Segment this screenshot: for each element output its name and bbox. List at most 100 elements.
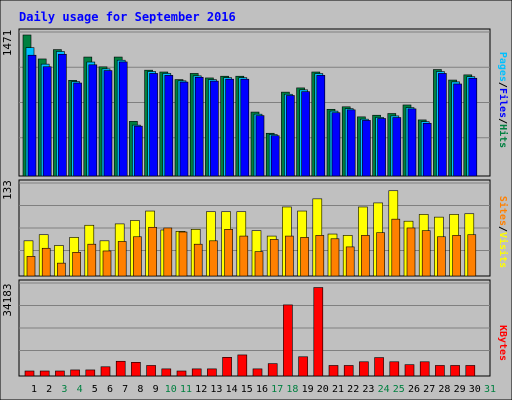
mid-bar-sites-17: [269, 239, 279, 277]
day-label-10: 10: [165, 384, 177, 395]
bot-bar-kbytes-8: [131, 362, 141, 377]
top-bar-files-23: [362, 120, 371, 177]
top-bar-files-16: [255, 115, 265, 177]
top-legend-files: Files: [497, 88, 509, 118]
day-label-21: 21: [332, 384, 344, 395]
mid-bar-sites-7: [117, 241, 127, 277]
mid-bar-sites-14: [224, 229, 233, 277]
top-bar-files-17: [270, 135, 280, 177]
top-legend: Pages/Files/Hits: [497, 52, 509, 148]
top-legend-separator: /: [497, 82, 508, 88]
day-label-7: 7: [122, 384, 128, 395]
day-label-16: 16: [256, 384, 268, 395]
mid-bar-sites-29: [452, 235, 461, 277]
mid-bar-sites-23: [361, 235, 370, 277]
mid-bar-sites-10: [163, 227, 173, 277]
day-label-20: 20: [317, 384, 329, 395]
top-bar-files-15: [240, 78, 250, 177]
bot-bar-kbytes-3: [55, 370, 65, 377]
bot-bar-kbytes-19: [298, 356, 308, 377]
top-bar-files-19: [301, 91, 310, 177]
day-label-14: 14: [226, 384, 238, 395]
bot-bar-kbytes-16: [252, 368, 263, 377]
mid-bar-sites-15: [239, 235, 249, 277]
day-labels: 1 2 3 4 5 6 7 8 9 10 11 12 13 14 15 16 17 18 19 20 21 22 23 24 2…: [31, 384, 496, 395]
mid-legend-visits: Visits: [497, 232, 509, 268]
mid-bar-sites-8: [133, 236, 142, 277]
mid-bar-sites-5: [87, 243, 97, 277]
bot-bar-kbytes-27: [419, 361, 430, 377]
day-label-23: 23: [362, 384, 374, 395]
top-bar-files-7: [118, 61, 128, 177]
day-label-30: 30: [469, 384, 481, 395]
bot-bar-kbytes-15: [237, 354, 248, 377]
top-bar-files-18: [286, 95, 295, 177]
bot-bar-kbytes-6: [100, 366, 111, 377]
day-label-12: 12: [195, 384, 207, 395]
top-bar-files-2: [42, 66, 52, 177]
bot-bar-kbytes-14: [222, 357, 232, 377]
mid-bar-sites-21: [330, 238, 340, 277]
top-bar-files-27: [422, 122, 432, 177]
mid-bar-sites-12: [193, 243, 203, 277]
day-label-9: 9: [153, 384, 159, 395]
mid-legend: Sites/Visits: [497, 196, 509, 268]
bot-bar-kbytes-22: [343, 365, 354, 377]
mid-bar-sites-13: [209, 240, 218, 277]
bot-bar-kbytes-29: [450, 365, 460, 377]
bot-bar-kbytes-11: [176, 370, 187, 377]
mid-bar-sites-4: [72, 252, 81, 277]
top-bar-files-24: [377, 118, 386, 177]
day-label-4: 4: [77, 384, 83, 395]
hits-files-pages-panel: 1471: [1, 28, 491, 177]
mid-bar-sites-1: [26, 256, 36, 277]
bot-bar-kbytes-20: [313, 287, 324, 377]
top-bar-files-6: [103, 70, 113, 177]
bot-bar-kbytes-9: [146, 365, 156, 377]
day-label-29: 29: [454, 384, 466, 395]
mid-bar-sites-24: [376, 232, 385, 277]
bot-bar-kbytes-10: [161, 368, 172, 377]
visits-sites-panel: 133: [1, 179, 491, 277]
top-bar-files-12: [194, 76, 204, 177]
bot-legend-kbytes: KBytes: [497, 325, 508, 361]
top-bar-files-13: [210, 80, 219, 177]
top-legend-pages: Pages: [497, 52, 508, 82]
kbytes-panel: 34183: [1, 279, 491, 377]
bot-bar-kbytes-23: [359, 361, 369, 377]
bot-bar-kbytes-17: [267, 363, 278, 377]
top-bar-files-29: [453, 83, 462, 177]
top-bar-files-22: [346, 109, 356, 177]
bot-bar-kbytes-18: [283, 304, 293, 377]
top-legend-hits: Hits: [497, 124, 509, 148]
day-label-13: 13: [210, 384, 222, 395]
mid-bar-sites-3: [57, 262, 66, 277]
chart-title: Daily usage for September 2016: [19, 10, 236, 24]
top-bar-files-20: [316, 75, 326, 177]
bot-bar-kbytes-12: [191, 368, 202, 377]
mid-bar-sites-22: [345, 246, 355, 277]
top-bar-files-3: [58, 53, 67, 177]
bot-bar-kbytes-1: [24, 370, 35, 377]
mid-bar-sites-30: [467, 234, 477, 277]
mid-legend-separator: /: [497, 226, 508, 232]
top-ymax-label: 1471: [1, 30, 14, 57]
bot-bar-kbytes-24: [374, 357, 384, 377]
day-label-8: 8: [137, 384, 143, 395]
day-label-11: 11: [180, 384, 192, 395]
top-bar-files-10: [164, 75, 174, 177]
mid-bar-sites-26: [406, 227, 416, 277]
bot-bar-kbytes-21: [328, 365, 339, 377]
day-label-26: 26: [408, 384, 420, 395]
day-label-31: 31: [484, 384, 496, 395]
day-label-5: 5: [92, 384, 98, 395]
day-label-1: 1: [31, 384, 37, 395]
top-bar-files-1: [27, 54, 37, 177]
top-bar-files-21: [331, 112, 341, 177]
bot-bar-kbytes-7: [115, 360, 126, 377]
bot-bar-kbytes-2: [39, 370, 50, 377]
top-bar-files-4: [73, 82, 82, 177]
mid-bar-sites-18: [285, 235, 294, 277]
day-label-19: 19: [302, 384, 314, 395]
mid-bar-sites-9: [148, 226, 157, 277]
